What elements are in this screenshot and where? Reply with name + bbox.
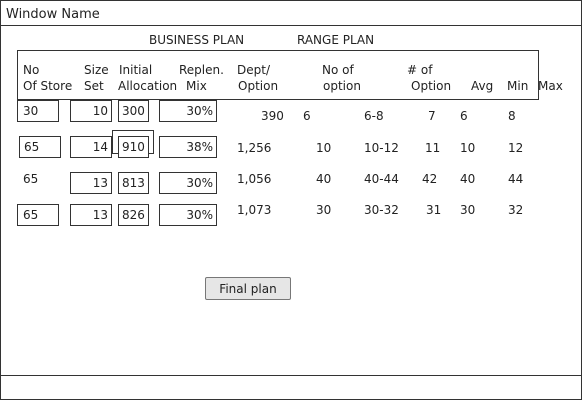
- no-of-option-value: 30: [316, 203, 332, 217]
- no-of-option-value: 10: [316, 141, 332, 155]
- num-of-option-value: 11: [425, 141, 441, 155]
- header-max: Max: [538, 79, 563, 93]
- no-of-store-field[interactable]: 30: [17, 100, 59, 122]
- header-no-of-store-line2: Of Store: [23, 79, 73, 93]
- header-dept-option-line1: Dept/: [237, 63, 270, 77]
- header-min: Min: [507, 79, 529, 93]
- dept-option-value: 1,073: [237, 203, 272, 217]
- header-replen-mix-line1: Replen.: [179, 63, 224, 77]
- title-bar: Window Name: [1, 1, 581, 26]
- no-of-option-value: 6: [303, 109, 311, 123]
- size-set-field[interactable]: 13: [70, 172, 112, 194]
- avg-value: 40: [460, 172, 476, 186]
- final-plan-button[interactable]: Final plan: [205, 277, 291, 300]
- option-range-value: 10-12: [364, 141, 399, 155]
- dept-option-value: 1,056: [237, 172, 272, 186]
- no-of-store-value: 65: [23, 172, 39, 186]
- replen-mix-field[interactable]: 30%: [159, 172, 217, 194]
- size-set-field[interactable]: 10: [70, 100, 112, 122]
- initial-allocation-field[interactable]: 300: [118, 100, 149, 122]
- header-initial-allocation-line2: Allocation: [118, 79, 178, 93]
- header-initial-allocation-line1: Initial: [119, 63, 153, 77]
- header-size-set-line2: Set: [84, 79, 104, 93]
- avg-value: 30: [460, 203, 476, 217]
- column-header-box: [17, 50, 539, 100]
- dept-option-value: 390: [261, 109, 284, 123]
- header-replen-mix-line2: Mix: [186, 79, 207, 93]
- initial-allocation-field[interactable]: 826: [118, 204, 149, 226]
- min-value: 44: [508, 172, 524, 186]
- num-of-option-value: 42: [422, 172, 438, 186]
- replen-mix-field[interactable]: 30%: [159, 100, 217, 122]
- range-plan-heading: RANGE PLAN: [297, 33, 375, 47]
- no-of-option-value: 40: [316, 172, 332, 186]
- header-no-of-option-line1: No of: [322, 63, 354, 77]
- min-value: 32: [508, 203, 524, 217]
- header-no-of-store-line1: No: [23, 63, 40, 77]
- header-dept-option-line2: Option: [238, 79, 279, 93]
- header-no-of-option-line2: option: [323, 79, 361, 93]
- num-of-option-value: 7: [428, 109, 436, 123]
- option-range-value: 6-8: [364, 109, 384, 123]
- size-set-field[interactable]: 14: [70, 136, 112, 158]
- min-value: 12: [508, 141, 524, 155]
- no-of-store-field[interactable]: 65: [17, 204, 59, 226]
- header-num-of-option-line2: Option: [411, 79, 452, 93]
- initial-allocation-field[interactable]: 813: [118, 172, 149, 194]
- header-size-set-line1: Size: [84, 63, 109, 77]
- business-plan-heading: BUSINESS PLAN: [149, 33, 245, 47]
- min-value: 8: [508, 109, 516, 123]
- header-avg: Avg: [471, 79, 494, 93]
- num-of-option-value: 31: [426, 203, 442, 217]
- size-set-field[interactable]: 13: [70, 204, 112, 226]
- status-bar: [1, 375, 581, 400]
- avg-value: 6: [460, 109, 468, 123]
- no-of-store-field[interactable]: 65: [19, 136, 61, 158]
- replen-mix-field[interactable]: 38%: [159, 136, 217, 158]
- replen-mix-field[interactable]: 30%: [159, 204, 217, 226]
- dept-option-value: 1,256: [237, 141, 272, 155]
- window-title: Window Name: [6, 7, 100, 22]
- avg-value: 10: [460, 141, 476, 155]
- header-num-of-option-line1: # of: [407, 63, 433, 77]
- initial-allocation-field[interactable]: 910: [118, 136, 149, 158]
- option-range-value: 30-32: [364, 203, 399, 217]
- option-range-value: 40-44: [364, 172, 399, 186]
